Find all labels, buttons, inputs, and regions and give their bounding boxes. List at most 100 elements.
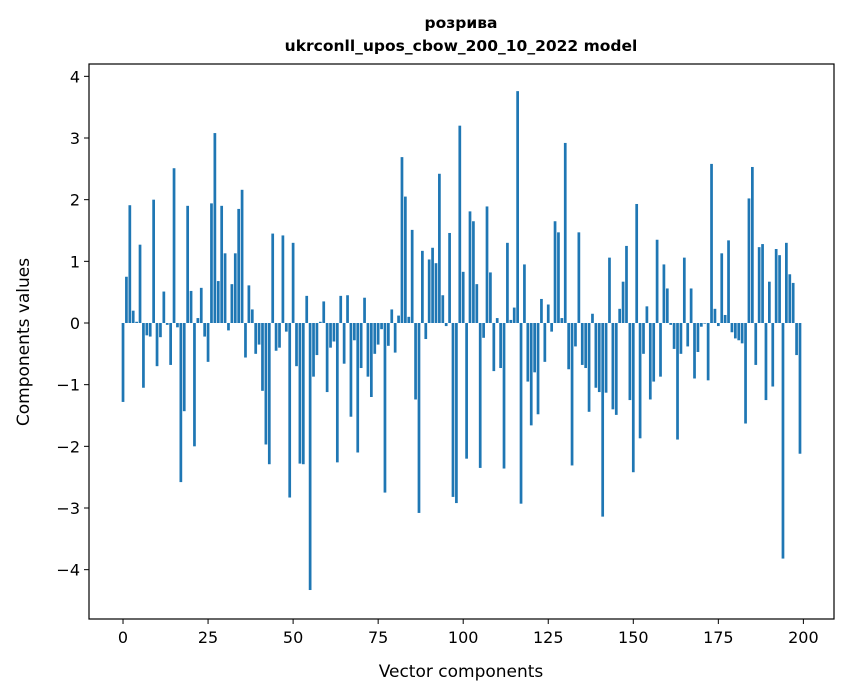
bar <box>410 229 414 323</box>
bar <box>536 323 540 415</box>
bar <box>169 323 172 365</box>
bar <box>682 257 686 323</box>
bar <box>128 205 132 323</box>
bar <box>213 133 217 323</box>
bar <box>152 199 155 323</box>
bar <box>455 323 458 504</box>
bar <box>125 276 128 323</box>
bar <box>227 323 230 331</box>
bar <box>757 247 761 323</box>
bar <box>795 323 798 356</box>
bar <box>342 323 346 364</box>
bar <box>519 323 523 504</box>
bar <box>451 323 455 497</box>
bar <box>315 323 319 356</box>
bar <box>506 242 509 323</box>
bar <box>332 323 336 342</box>
bar <box>427 259 431 323</box>
bar <box>543 323 547 362</box>
bar <box>298 323 302 464</box>
bar <box>580 323 584 365</box>
bar <box>495 318 499 323</box>
bar <box>220 205 224 323</box>
bar <box>380 323 383 330</box>
bar <box>339 295 343 323</box>
bar <box>523 264 526 323</box>
bar <box>635 203 639 323</box>
bar <box>659 323 662 377</box>
bar <box>165 323 169 325</box>
bar <box>308 323 312 591</box>
bar <box>349 323 353 417</box>
bar <box>604 323 608 393</box>
bar <box>468 211 472 323</box>
bar <box>203 323 207 337</box>
bar <box>383 323 387 493</box>
bar <box>791 282 795 323</box>
bar <box>686 323 690 347</box>
bar <box>727 240 730 323</box>
bar <box>179 323 183 483</box>
bar <box>369 323 373 397</box>
bar <box>631 323 635 473</box>
x-tick-label: 25 <box>198 628 218 647</box>
bar <box>322 301 326 323</box>
bar <box>611 323 615 410</box>
y-tick-label: 3 <box>70 129 80 148</box>
bar <box>567 323 571 370</box>
bar <box>744 323 747 424</box>
bar <box>387 323 390 346</box>
bar <box>400 157 404 323</box>
bar <box>669 323 673 325</box>
bar <box>716 323 720 327</box>
bar <box>444 323 448 327</box>
bar <box>594 323 598 388</box>
bar <box>570 323 574 466</box>
bar <box>638 323 642 439</box>
chart-subtitle: ukrconll_upos_cbow_200_10_2022 model <box>285 37 638 55</box>
bar <box>529 323 533 426</box>
bar <box>699 323 703 327</box>
bar <box>434 263 438 323</box>
bar <box>250 309 254 323</box>
bar <box>121 323 125 402</box>
plot-frame <box>88 63 835 620</box>
bar <box>754 323 758 365</box>
bar <box>512 307 516 323</box>
bar <box>751 166 754 323</box>
bar <box>162 291 166 323</box>
bar <box>478 323 482 468</box>
bar <box>278 323 281 348</box>
bar <box>172 168 176 323</box>
bar <box>363 297 366 323</box>
bar <box>182 323 186 412</box>
bar <box>475 284 479 323</box>
x-tick-label: 150 <box>618 628 649 647</box>
bar <box>737 323 741 341</box>
bar <box>584 323 588 369</box>
bar <box>768 281 771 323</box>
bar <box>655 239 659 323</box>
bar <box>621 281 625 323</box>
bar <box>138 244 142 323</box>
bar <box>761 244 764 323</box>
bar <box>696 323 700 352</box>
bar <box>145 323 149 336</box>
bar <box>390 309 394 323</box>
bar <box>625 245 628 323</box>
bar <box>148 323 152 337</box>
y-tick-label: −3 <box>56 499 80 518</box>
bar <box>713 308 717 323</box>
bar <box>261 323 264 391</box>
bar <box>305 295 309 323</box>
bar <box>740 323 744 344</box>
bar <box>672 323 676 349</box>
x-axis-ticks: 0 25 50 75 100 125 150 175 200 <box>118 619 819 647</box>
bar <box>376 323 380 345</box>
bar <box>312 323 315 377</box>
bar <box>591 313 594 323</box>
bar <box>176 323 179 328</box>
bar <box>482 323 485 338</box>
bar <box>414 323 417 400</box>
